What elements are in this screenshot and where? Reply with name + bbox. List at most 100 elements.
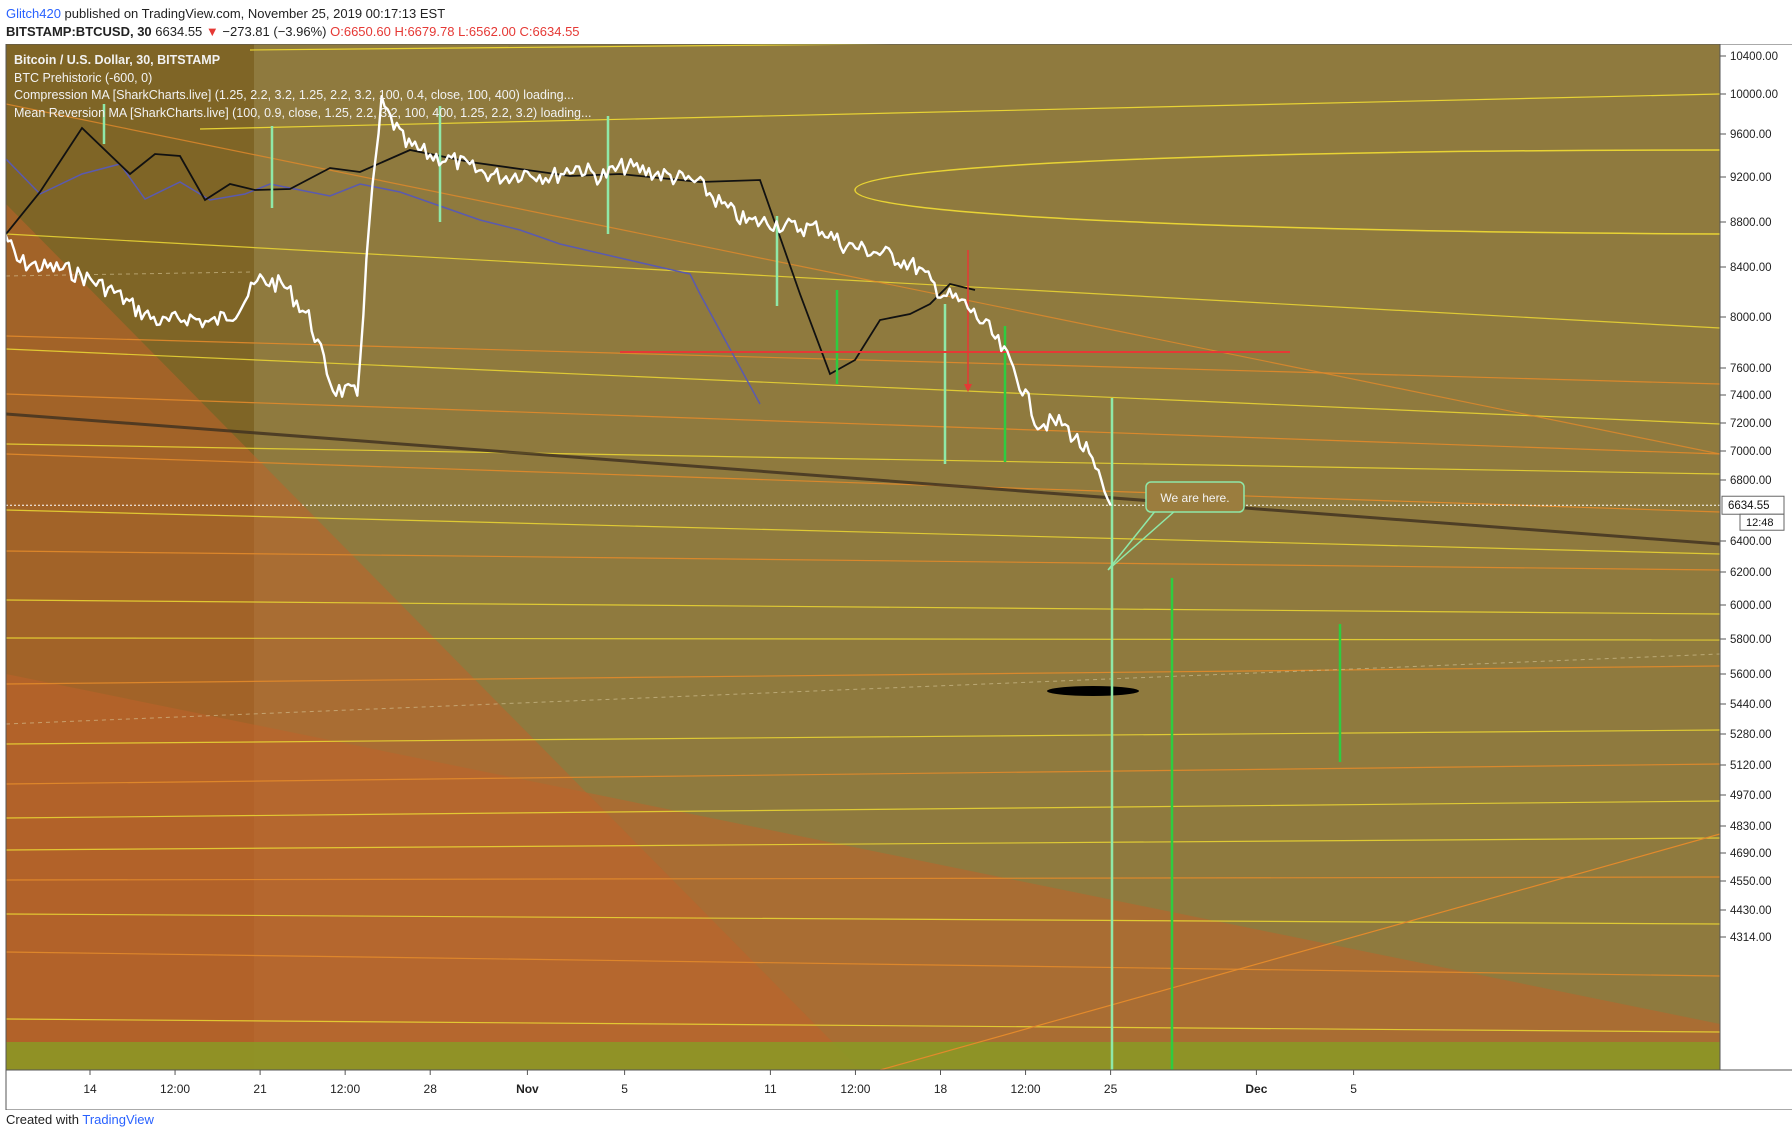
y-tick-label: 5280.00 xyxy=(1730,729,1772,741)
x-tick-label: 21 xyxy=(253,1082,267,1096)
fib-level-line xyxy=(6,393,1720,455)
y-tick-label: 6000.00 xyxy=(1730,600,1772,612)
y-tick-label: 4970.00 xyxy=(1730,790,1772,802)
y-tick-label: 10000.00 xyxy=(1730,89,1778,101)
x-tick-label: 12:00 xyxy=(1011,1082,1041,1096)
last-price: 6634.55 xyxy=(155,24,203,39)
y-tick-label: 8800.00 xyxy=(1730,217,1772,229)
x-tick-label: 14 xyxy=(83,1082,97,1096)
footer: Created with TradingView xyxy=(6,1112,154,1127)
legend-prehistoric: BTC Prehistoric (-600, 0) xyxy=(14,70,153,85)
y-tick-label: 7200.00 xyxy=(1730,418,1772,430)
fib-level-line xyxy=(6,550,1720,571)
legend-compression-ma: Compression MA [SharkCharts.live] (1.25,… xyxy=(14,88,575,102)
fan-area-left xyxy=(6,204,860,1070)
y-tick-label: 6400.00 xyxy=(1730,536,1772,548)
fib-level-line xyxy=(6,637,1720,641)
price-tag-value: 6634.55 xyxy=(1728,500,1770,512)
callout-box xyxy=(1145,481,1245,513)
price-series-line xyxy=(6,95,1112,506)
bottom-band xyxy=(6,1042,1720,1070)
y-tick-label: 7600.00 xyxy=(1730,363,1772,375)
x-tick-label: 11 xyxy=(764,1082,777,1096)
projection-line xyxy=(6,271,251,277)
publish-info: Glitch420 published on TradingView.com, … xyxy=(6,4,445,24)
y-tick-label: 8400.00 xyxy=(1730,262,1772,274)
y-tick-label: 9600.00 xyxy=(1730,129,1772,141)
fib-level-line xyxy=(6,335,1720,385)
created-with-label: Created with xyxy=(6,1112,79,1127)
chart-legend: Bitcoin / U.S. Dollar, 30, BITSTAMP BTC … xyxy=(14,52,591,122)
fib-level-line xyxy=(6,509,1720,555)
fib-level-line xyxy=(249,44,944,51)
x-tick-label: 12:00 xyxy=(330,1082,360,1096)
fib-level-line xyxy=(6,665,1720,685)
legend-title: Bitcoin / U.S. Dollar, 30, BITSTAMP xyxy=(14,53,221,67)
fib-level-line xyxy=(6,800,1720,819)
high-value: H:6679.78 xyxy=(394,24,455,39)
callout-text: We are here. xyxy=(1160,491,1229,505)
y-tick-label: 6200.00 xyxy=(1730,567,1772,579)
fan-line xyxy=(879,833,1720,1070)
x-tick-label: Nov xyxy=(516,1082,539,1096)
y-tick-label: 8000.00 xyxy=(1730,312,1772,324)
fib-level-line xyxy=(6,876,1720,881)
x-tick-label: 28 xyxy=(424,1082,438,1096)
close-value: C:6634.55 xyxy=(519,24,580,39)
y-tick-label: 4430.00 xyxy=(1730,905,1772,917)
cycle-ellipse xyxy=(854,149,1720,235)
countdown-value: 12:48 xyxy=(1746,517,1774,529)
fib-level-line xyxy=(199,93,1720,130)
x-axis-panel xyxy=(6,1070,1720,1110)
fib-level-line xyxy=(6,348,1720,425)
x-tick-label: 12:00 xyxy=(160,1082,190,1096)
down-arrow-icon xyxy=(964,384,972,392)
y-tick-label: 6800.00 xyxy=(1730,475,1772,487)
y-tick-label: 4690.00 xyxy=(1730,848,1772,860)
y-tick-label: 9200.00 xyxy=(1730,172,1772,184)
y-tick-label: 5120.00 xyxy=(1730,760,1772,772)
fib-level-line xyxy=(6,453,1720,513)
countdown-box xyxy=(1739,513,1785,531)
x-tick-label: 5 xyxy=(621,1082,628,1096)
legend-mean-reversion-ma: Mean Reversion MA [SharkCharts.live] (10… xyxy=(14,105,592,120)
y-tick-label: 4314.00 xyxy=(1730,932,1772,944)
symbol-label: BITSTAMP:BTCUSD, 30 xyxy=(6,24,152,39)
target-ellipse xyxy=(1047,686,1139,696)
author-name[interactable]: Glitch420 xyxy=(6,6,61,21)
fib-level-line xyxy=(6,599,1720,615)
fib-level-line xyxy=(6,233,1720,329)
y-tick-label: 5800.00 xyxy=(1730,634,1772,646)
fib-level-line xyxy=(6,1018,1720,1033)
fib-level-line xyxy=(6,837,1720,851)
fib-level-line xyxy=(6,951,1720,977)
projection-line xyxy=(6,653,1720,725)
fib-level-line xyxy=(6,443,1720,475)
y-tick-label: 7000.00 xyxy=(1730,446,1772,458)
symbol-info: BITSTAMP:BTCUSD, 30 6634.55 ▼ −273.81 (−… xyxy=(6,22,580,42)
fib-level-line xyxy=(6,763,1720,785)
price-chart[interactable]: We are here. 10400.00 10000.00 9600.00 9200… xyxy=(0,44,1792,1110)
change-down-icon: ▼ xyxy=(205,24,219,39)
trend-line xyxy=(6,412,1720,546)
x-tick-label: 18 xyxy=(934,1082,948,1096)
tradingview-brand[interactable]: TradingView xyxy=(82,1112,154,1127)
y-tick-label: 5440.00 xyxy=(1730,699,1772,711)
y-tick-label: 5600.00 xyxy=(1730,669,1772,681)
x-tick-label: Dec xyxy=(1245,1082,1267,1096)
y-axis-panel xyxy=(1720,44,1792,1070)
fib-level-line xyxy=(6,729,1720,745)
y-tick-label: 4830.00 xyxy=(1730,821,1772,833)
mean-reversion-ma-line xyxy=(6,158,761,405)
low-value: L:6562.00 xyxy=(458,24,516,39)
publish-date: published on TradingView.com, November 2… xyxy=(64,6,446,21)
x-tick-label: 5 xyxy=(1350,1082,1357,1096)
y-tick-label: 10400.00 xyxy=(1730,51,1778,63)
fan-line xyxy=(6,103,1720,455)
y-tick-label: 7400.00 xyxy=(1730,390,1772,402)
callout-pointer xyxy=(1107,509,1177,571)
y-tick-label: 4550.00 xyxy=(1730,876,1772,888)
open-value: O:6650.60 xyxy=(330,24,391,39)
fib-level-line xyxy=(6,913,1720,925)
x-tick-label: 25 xyxy=(1104,1082,1118,1096)
